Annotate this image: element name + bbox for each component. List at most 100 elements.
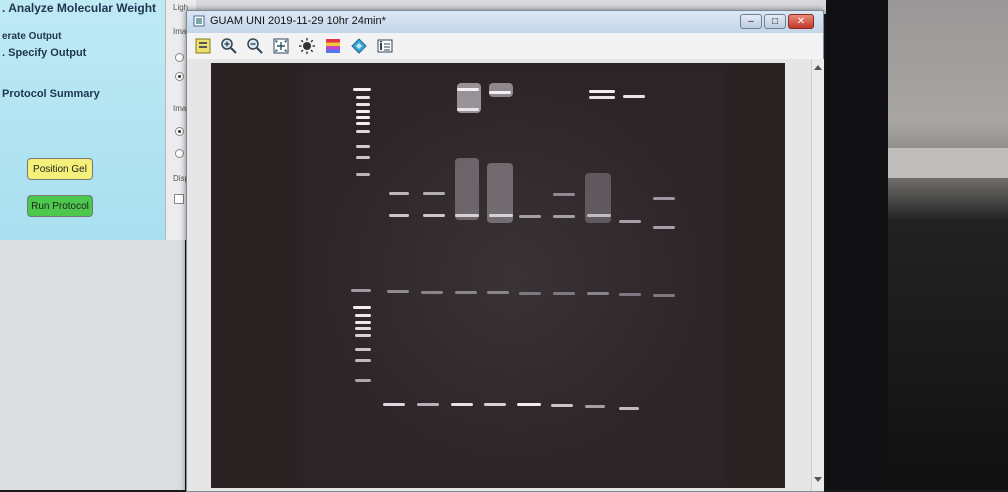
position-gel-button[interactable]: Position Gel xyxy=(27,158,93,180)
gel-band xyxy=(587,292,609,295)
gel-band xyxy=(619,220,641,223)
gel-band xyxy=(653,226,675,229)
gel-band xyxy=(551,404,573,407)
gel-band xyxy=(589,90,615,93)
gel-band xyxy=(553,292,575,295)
gel-band xyxy=(455,214,479,217)
gel-band xyxy=(623,95,645,98)
gel-band xyxy=(356,110,370,113)
gel-band xyxy=(417,403,439,406)
settings-checkbox[interactable] xyxy=(174,194,184,204)
gel-band xyxy=(389,214,409,217)
gel-band xyxy=(389,192,409,195)
scroll-up-arrow-icon[interactable] xyxy=(814,65,822,70)
layers-icon[interactable] xyxy=(349,36,369,56)
minimize-button[interactable]: – xyxy=(740,14,762,29)
settings-label: Disp xyxy=(173,174,190,183)
gel-band xyxy=(457,108,479,111)
gel-band xyxy=(585,405,605,408)
background-desk xyxy=(888,0,1008,490)
background-panel xyxy=(0,240,185,490)
run-protocol-button[interactable]: Run Protocol xyxy=(27,195,93,217)
gel-band xyxy=(355,348,371,351)
gel-document-icon xyxy=(193,15,205,27)
settings-radio[interactable] xyxy=(175,149,184,158)
exposure-icon[interactable] xyxy=(297,36,317,56)
gel-band xyxy=(351,289,371,292)
gel-band xyxy=(355,379,371,382)
settings-label: Ima xyxy=(173,27,187,36)
step-generate-output[interactable]: erate Output xyxy=(2,31,62,42)
gel-band xyxy=(355,314,371,317)
settings-radio[interactable] xyxy=(175,53,184,62)
gel-band xyxy=(519,292,541,295)
gel-band xyxy=(356,156,370,159)
gel-band xyxy=(387,290,409,293)
gel-band xyxy=(587,214,611,217)
gel-smear xyxy=(487,163,513,223)
viewer-toolbar xyxy=(187,33,823,59)
gel-band xyxy=(519,215,541,218)
step-analyze-molecular-weight[interactable]: . Analyze Molecular Weight xyxy=(2,1,157,15)
maximize-button[interactable]: □ xyxy=(764,14,786,29)
gel-band xyxy=(423,214,445,217)
gel-band xyxy=(553,215,575,218)
window-title: GUAM UNI 2019-11-29 10hr 24min* xyxy=(210,15,386,27)
gel-band xyxy=(421,291,443,294)
gel-band xyxy=(489,91,511,94)
close-button[interactable]: ✕ xyxy=(788,14,814,29)
gel-band xyxy=(487,291,509,294)
gel-band xyxy=(653,197,675,200)
gel-smear xyxy=(455,158,479,220)
gel-band xyxy=(356,173,370,176)
gel-image[interactable] xyxy=(211,63,785,488)
gel-band xyxy=(356,122,370,125)
gel-band xyxy=(553,193,575,196)
gel-band xyxy=(355,334,371,337)
gel-band xyxy=(455,291,477,294)
gel-band xyxy=(356,116,370,119)
settings-label: Ima xyxy=(173,104,187,113)
gel-band xyxy=(589,96,615,99)
gel-band xyxy=(355,327,371,330)
protocol-panel: . Analyze Molecular Weight erate Output … xyxy=(0,0,176,240)
window-titlebar[interactable]: GUAM UNI 2019-11-29 10hr 24min* – □ ✕ xyxy=(187,11,823,33)
image-settings-icon[interactable] xyxy=(193,36,213,56)
gel-band xyxy=(383,403,405,406)
color-palette-icon[interactable] xyxy=(323,36,343,56)
settings-radio-selected[interactable] xyxy=(175,127,184,136)
gel-band xyxy=(619,293,641,296)
gel-band xyxy=(423,192,445,195)
step-protocol-summary[interactable]: Protocol Summary xyxy=(2,88,100,100)
gel-band xyxy=(355,359,371,362)
gel-lane-region xyxy=(303,71,723,481)
settings-label: Ligh xyxy=(173,3,189,12)
settings-radio-selected[interactable] xyxy=(175,72,184,81)
gel-band xyxy=(356,96,370,99)
gel-band xyxy=(353,88,371,91)
gel-band xyxy=(451,403,473,406)
gel-band xyxy=(356,103,370,106)
step-specify-output[interactable]: . Specify Output xyxy=(2,47,87,59)
gel-band xyxy=(517,403,541,406)
gel-band xyxy=(353,306,371,309)
scroll-down-arrow-icon[interactable] xyxy=(814,477,822,482)
background-shelf xyxy=(888,148,1008,178)
gel-band xyxy=(355,321,371,324)
gel-band xyxy=(356,130,370,133)
image-view-area[interactable] xyxy=(187,59,811,491)
gel-band xyxy=(457,88,479,91)
monitor-bezel xyxy=(826,0,888,490)
vertical-scrollbar[interactable] xyxy=(811,59,824,491)
image-info-icon[interactable] xyxy=(375,36,395,56)
gel-smear xyxy=(489,83,513,97)
gel-band xyxy=(619,407,639,410)
gel-band xyxy=(484,403,506,406)
gel-band xyxy=(489,214,513,217)
gel-image-window: GUAM UNI 2019-11-29 10hr 24min* – □ ✕ xyxy=(186,10,824,492)
fit-to-window-icon[interactable] xyxy=(271,36,291,56)
zoom-out-icon[interactable] xyxy=(245,36,265,56)
zoom-in-icon[interactable] xyxy=(219,36,239,56)
gel-band xyxy=(356,145,370,148)
gel-band xyxy=(653,294,675,297)
